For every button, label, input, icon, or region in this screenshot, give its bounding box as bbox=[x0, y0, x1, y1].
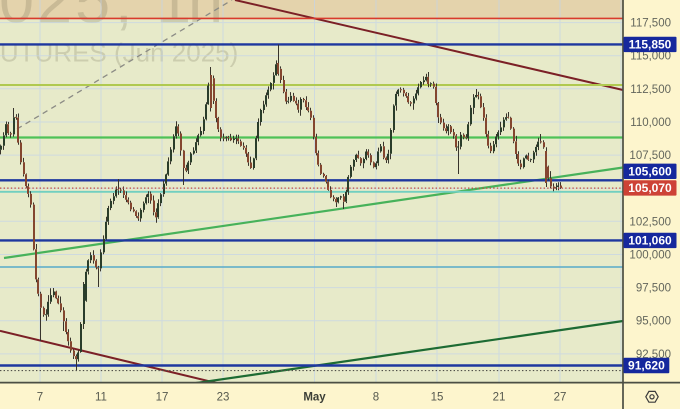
svg-text:15: 15 bbox=[431, 392, 444, 404]
svg-text:21: 21 bbox=[493, 392, 506, 404]
svg-text:7: 7 bbox=[37, 392, 43, 404]
svg-text:117,500: 117,500 bbox=[630, 18, 671, 30]
svg-text:102,500: 102,500 bbox=[629, 216, 671, 228]
svg-text:91,620: 91,620 bbox=[628, 359, 665, 373]
svg-text:105,070: 105,070 bbox=[628, 181, 672, 195]
svg-text:11: 11 bbox=[95, 392, 107, 404]
svg-text:105,600: 105,600 bbox=[628, 165, 672, 179]
svg-text:110,000: 110,000 bbox=[630, 117, 671, 129]
svg-text:23: 23 bbox=[217, 392, 230, 404]
svg-text:FUTURES (Jun 2025): FUTURES (Jun 2025) bbox=[0, 38, 238, 68]
svg-text:107,500: 107,500 bbox=[629, 150, 671, 162]
svg-text:8: 8 bbox=[373, 392, 379, 404]
svg-text:115,850: 115,850 bbox=[629, 38, 672, 52]
svg-text:115,000: 115,000 bbox=[630, 51, 671, 63]
svg-text:97,500: 97,500 bbox=[636, 283, 671, 295]
svg-text:17: 17 bbox=[156, 392, 169, 404]
svg-text:112,500: 112,500 bbox=[630, 84, 671, 96]
svg-text:100,000: 100,000 bbox=[629, 250, 671, 262]
svg-text:95,000: 95,000 bbox=[636, 316, 671, 328]
svg-text:101,060: 101,060 bbox=[628, 234, 672, 248]
svg-text:May: May bbox=[303, 392, 326, 404]
svg-text:27: 27 bbox=[554, 392, 567, 404]
